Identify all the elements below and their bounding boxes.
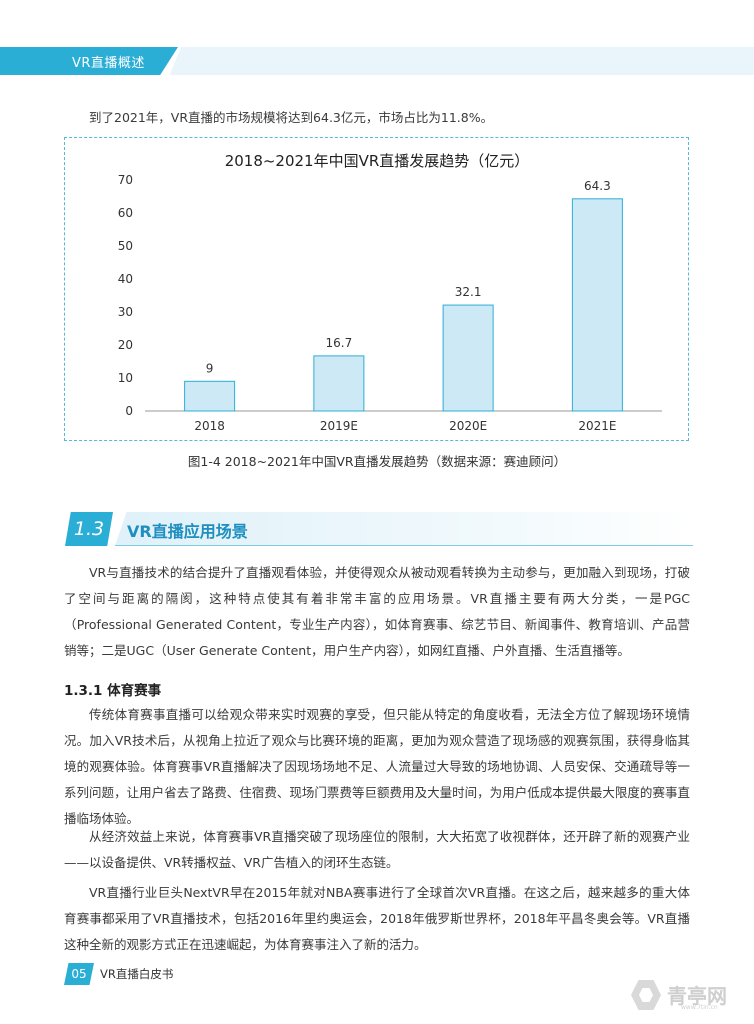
watermark-subtext: www.7tin.cn <box>681 1004 718 1011</box>
body-paragraph-3: VR直播行业巨头NextVR早在2015年就对NBA赛事进行了全球首次VR直播。… <box>64 885 690 952</box>
bar-value-label: 9 <box>206 361 214 375</box>
chart-container: 2018~2021年中国VR直播发展趋势（亿元） 0 10 20 30 40 50 60 70… <box>64 137 689 441</box>
section-title: VR直播应用场景 <box>127 522 248 541</box>
y-tick-label: 0 <box>125 404 133 418</box>
y-tick-label: 50 <box>118 239 133 253</box>
body-paragraph-1: 传统体育赛事直播可以给观众带来实时观赛的享受，但只能从特定的角度收看，无法全方位… <box>64 707 690 826</box>
header-tab <box>0 47 178 75</box>
body-paragraph-2: 从经济效益上来说，体育赛事VR直播突破了现场座位的限制，大大拓宽了收视群体，还开… <box>64 829 690 870</box>
bar-value-label: 64.3 <box>584 179 611 193</box>
footer-title: VR直播白皮书 <box>100 967 174 981</box>
chart-bar <box>313 355 365 412</box>
chart-bar <box>184 380 236 412</box>
page-number: 05 <box>64 963 94 985</box>
bar-value-label: 32.1 <box>455 285 482 299</box>
y-tick-label: 30 <box>118 305 133 319</box>
section-title-background <box>115 512 693 546</box>
x-tick-label: 2021E <box>578 419 616 433</box>
x-tick-label: 2020E <box>449 419 487 433</box>
section-heading: 1.3 VR直播应用场景 <box>65 512 693 546</box>
y-tick-label: 10 <box>118 371 133 385</box>
chart-title: 2018~2021年中国VR直播发展趋势（亿元） <box>225 152 530 170</box>
header-section-label: VR直播概述 <box>72 56 145 71</box>
section-number: 1.3 <box>65 512 113 546</box>
header-band: VR直播概述 <box>0 47 754 75</box>
watermark-hex-inner <box>639 988 653 1002</box>
chart-bar <box>571 198 623 412</box>
subsection-title: 1.3.1 体育赛事 <box>64 683 162 699</box>
intro-text: 到了2021年，VR直播的市场规模将达到64.3亿元，市场占比为11.8%。 <box>89 110 494 125</box>
figure-caption: 图1-4 2018~2021年中国VR直播发展趋势（数据来源：赛迪顾问） <box>187 454 567 469</box>
bar-chart: 2018~2021年中国VR直播发展趋势（亿元） 0 10 20 30 40 50 60 70… <box>118 152 662 433</box>
chart-bar <box>442 304 494 412</box>
bar-value-label: 16.7 <box>326 336 353 350</box>
watermark-text: 青亭网 <box>667 984 727 1008</box>
x-tick-label: 2018 <box>194 419 225 433</box>
y-tick-label: 70 <box>118 173 133 187</box>
y-tick-label: 60 <box>118 206 133 220</box>
section-title-underline <box>115 545 693 546</box>
page-footer: 05 VR直播白皮书 <box>64 963 204 987</box>
section-paragraph: VR与直播技术的结合提升了直播观看体验，并使得观众从被动观看转换为主动参与，更加… <box>64 565 690 658</box>
watermark-logo: 青亭网 www.7tin.cn <box>631 978 751 1014</box>
y-tick-label: 20 <box>118 338 133 352</box>
y-tick-label: 40 <box>118 272 133 286</box>
x-tick-label: 2019E <box>320 419 358 433</box>
header-band-light <box>169 47 754 75</box>
